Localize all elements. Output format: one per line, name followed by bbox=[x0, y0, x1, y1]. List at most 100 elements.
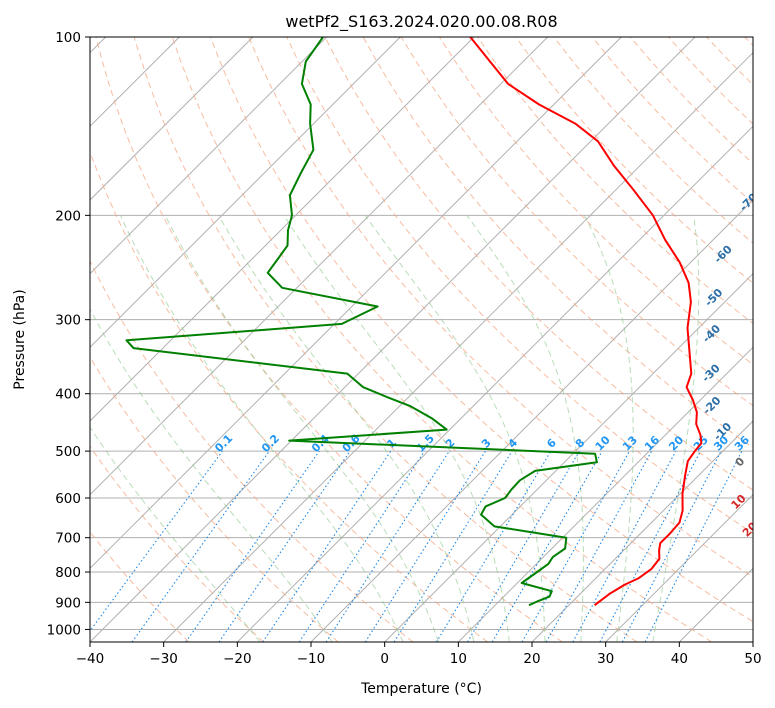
moist-adiabat bbox=[90, 426, 261, 642]
mixing-ratio-line bbox=[185, 450, 320, 642]
x-tick-label: 30 bbox=[597, 651, 614, 667]
moist-adiabat bbox=[652, 215, 700, 642]
height-label: -40 bbox=[700, 322, 723, 345]
mixing-ratio-label: 20 bbox=[666, 433, 686, 453]
y-tick-label: 1000 bbox=[47, 622, 81, 638]
x-tick-label: 40 bbox=[671, 651, 688, 667]
dry-adiabat bbox=[706, 37, 753, 86]
isotherm-line bbox=[90, 37, 401, 349]
dry-adiabat bbox=[95, 37, 563, 642]
mixing-ratio-label: 6 bbox=[544, 436, 559, 451]
height-label: 0 bbox=[733, 455, 748, 470]
pressure-gridlines bbox=[90, 37, 753, 630]
plot-area: 0.1 0.2 0.4 0.6 1 1.5 2 3 4 6 8 10 13 16 20 25 30 36 -100… bbox=[90, 37, 775, 642]
y-tick-label: 200 bbox=[55, 208, 81, 224]
dry-adiabat bbox=[90, 259, 414, 642]
isotherm-line bbox=[678, 567, 753, 642]
moist-adiabat-lines bbox=[90, 215, 700, 642]
dry-adiabat bbox=[90, 150, 488, 642]
x-tick-label: 0 bbox=[380, 651, 389, 667]
isotherm-line bbox=[90, 37, 475, 422]
mixing-ratio-line bbox=[572, 450, 677, 642]
moist-adiabat bbox=[164, 215, 439, 642]
mixing-ratio-line bbox=[364, 450, 486, 642]
dry-adiabat bbox=[515, 37, 753, 284]
chart-title: wetPf2_S163.2024.020.00.08.R08 bbox=[285, 12, 557, 32]
mixing-ratio-label: 10 bbox=[593, 433, 613, 453]
x-tick-label: −10 bbox=[297, 651, 326, 667]
moist-adiabat bbox=[466, 215, 584, 642]
dry-adiabat bbox=[133, 37, 638, 642]
mixing-ratio-label: 4 bbox=[506, 436, 521, 451]
height-label: 30 bbox=[751, 551, 771, 571]
isotherm-line bbox=[384, 272, 753, 642]
mixing-ratio-line bbox=[393, 450, 513, 642]
dry-adiabat bbox=[591, 37, 753, 204]
x-tick-label: −20 bbox=[223, 651, 252, 667]
dry-adiabat bbox=[171, 37, 712, 642]
mixing-ratio-label: 8 bbox=[573, 436, 588, 451]
x-tick-label: 50 bbox=[744, 651, 761, 667]
mixing-ratio-line bbox=[298, 450, 425, 642]
isotherm-line bbox=[236, 125, 753, 642]
isotherm-line bbox=[605, 493, 753, 642]
moist-adiabat bbox=[583, 215, 634, 642]
y-axis-ticks: 100 200 300 400 500 600 700 800 900 1000 bbox=[47, 30, 90, 638]
y-tick-label: 600 bbox=[55, 491, 81, 507]
x-tick-label: −30 bbox=[149, 651, 178, 667]
y-tick-label: 700 bbox=[55, 531, 81, 547]
isotherm-line bbox=[90, 37, 328, 275]
height-label: -60 bbox=[712, 242, 735, 265]
moist-adiabat bbox=[90, 308, 333, 642]
sounding-series bbox=[125, 37, 703, 607]
mixing-ratio-line bbox=[521, 450, 630, 642]
dry-adiabat bbox=[90, 531, 190, 642]
height-label: -100 bbox=[771, 56, 775, 85]
isotherm-line bbox=[90, 37, 254, 201]
height-label: 40 bbox=[769, 579, 775, 599]
height-label: 10 bbox=[729, 492, 749, 512]
dry-adiabat-lines bbox=[90, 37, 753, 642]
dewpoint-line bbox=[125, 37, 598, 607]
y-tick-label: 900 bbox=[55, 595, 81, 611]
mixing-ratio-label: 1 bbox=[384, 436, 399, 451]
mixing-ratio-line bbox=[325, 450, 450, 642]
dry-adiabat bbox=[438, 37, 753, 366]
height-label: 20 bbox=[740, 519, 760, 539]
mixing-ratio-line bbox=[435, 450, 552, 642]
isotherm-line bbox=[457, 346, 753, 642]
mixing-ratio-line bbox=[90, 450, 223, 632]
dry-adiabat bbox=[324, 37, 753, 491]
height-label: -50 bbox=[702, 286, 725, 309]
dry-adiabat bbox=[90, 356, 339, 642]
height-label: -70 bbox=[737, 190, 760, 213]
mixing-ratio-lines bbox=[90, 450, 743, 642]
x-tick-label: 20 bbox=[523, 651, 540, 667]
moist-adiabat bbox=[364, 215, 546, 642]
temperature-line bbox=[469, 37, 703, 606]
isotherm-line bbox=[90, 37, 622, 570]
height-label: -80 bbox=[759, 144, 775, 167]
mixing-ratio-line bbox=[467, 450, 580, 642]
isotherm-line bbox=[752, 641, 753, 642]
height-label: -20 bbox=[700, 394, 723, 417]
mixing-ratio-label: 13 bbox=[620, 433, 640, 453]
dry-adiabat bbox=[286, 37, 753, 534]
dry-adiabat bbox=[210, 37, 753, 623]
isotherm-line bbox=[90, 37, 549, 496]
mixing-ratio-label: 16 bbox=[642, 433, 662, 453]
moist-adiabat bbox=[283, 215, 510, 642]
y-tick-label: 800 bbox=[55, 565, 81, 581]
y-tick-label: 300 bbox=[55, 313, 81, 329]
isotherm-line bbox=[90, 37, 696, 642]
y-tick-label: 500 bbox=[55, 444, 81, 460]
isotherm-line bbox=[531, 420, 753, 642]
mixing-ratio-line bbox=[218, 450, 351, 642]
dry-adiabat bbox=[744, 37, 753, 47]
moist-adiabat bbox=[120, 215, 404, 642]
plot-frame bbox=[89, 36, 754, 643]
mixing-ratio-line bbox=[545, 450, 653, 642]
y-tick-label: 400 bbox=[55, 387, 81, 403]
